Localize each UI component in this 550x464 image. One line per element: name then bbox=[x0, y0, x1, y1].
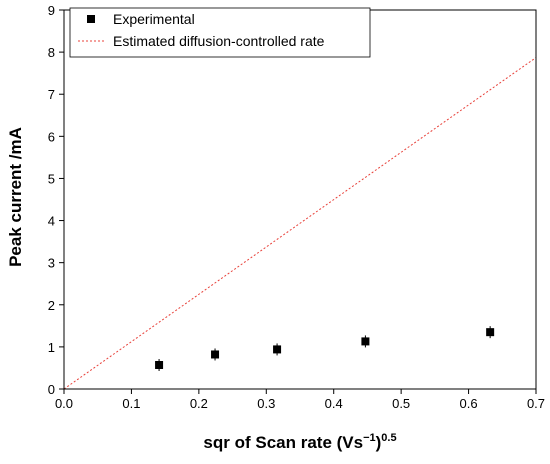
y-axis-ticks: 0 1 2 3 4 5 6 7 8 9 bbox=[48, 3, 64, 397]
data-points bbox=[155, 326, 495, 371]
plot-frame bbox=[63, 9, 537, 390]
series-lines bbox=[63, 57, 537, 390]
y-tick-label: 3 bbox=[48, 256, 55, 271]
x-axis-title-main: sqr of Scan rate (Vs bbox=[203, 433, 363, 452]
y-tick-label: 4 bbox=[48, 214, 55, 229]
y-tick-label: 6 bbox=[48, 129, 55, 144]
y-tick-label: 2 bbox=[48, 298, 55, 313]
y-tick-label: 0 bbox=[48, 382, 55, 397]
x-tick-label: 0.2 bbox=[190, 396, 208, 411]
x-tick-label: 0.1 bbox=[122, 396, 140, 411]
legend-label-experimental: Experimental bbox=[113, 11, 195, 27]
x-tick-label: 0.0 bbox=[55, 396, 73, 411]
y-tick-label: 1 bbox=[48, 340, 55, 355]
series-line-estimated bbox=[63, 57, 537, 390]
data-point bbox=[155, 360, 164, 369]
x-axis-title-close: ) bbox=[376, 433, 382, 452]
x-axis-title: sqr of Scan rate (Vs−1)0.5 bbox=[203, 432, 396, 452]
legend: Experimental Estimated diffusion-control… bbox=[69, 7, 371, 58]
x-tick-label: 0.4 bbox=[325, 396, 343, 411]
data-point bbox=[273, 345, 282, 354]
x-tick-label: 0.3 bbox=[257, 396, 275, 411]
legend-box bbox=[69, 7, 371, 58]
data-point bbox=[361, 337, 370, 346]
x-axis-title-exponent-2: 0.5 bbox=[381, 432, 396, 444]
x-axis-ticks: 0.0 0.1 0.2 0.3 0.4 0.5 0.6 0.7 bbox=[55, 389, 545, 411]
legend-marker-experimental bbox=[87, 15, 95, 23]
y-tick-label: 9 bbox=[48, 3, 55, 18]
y-tick-label: 5 bbox=[48, 171, 55, 186]
data-point bbox=[486, 328, 495, 337]
x-tick-label: 0.5 bbox=[392, 396, 410, 411]
data-point bbox=[211, 350, 220, 359]
legend-label-estimated: Estimated diffusion-controlled rate bbox=[113, 33, 325, 49]
x-axis-title-exponent-1: −1 bbox=[363, 432, 376, 444]
y-tick-label: 7 bbox=[48, 87, 55, 102]
x-tick-label: 0.7 bbox=[527, 396, 545, 411]
y-tick-label: 8 bbox=[48, 45, 55, 60]
y-axis-title: Peak current /mA bbox=[6, 127, 25, 267]
x-tick-label: 0.6 bbox=[460, 396, 478, 411]
